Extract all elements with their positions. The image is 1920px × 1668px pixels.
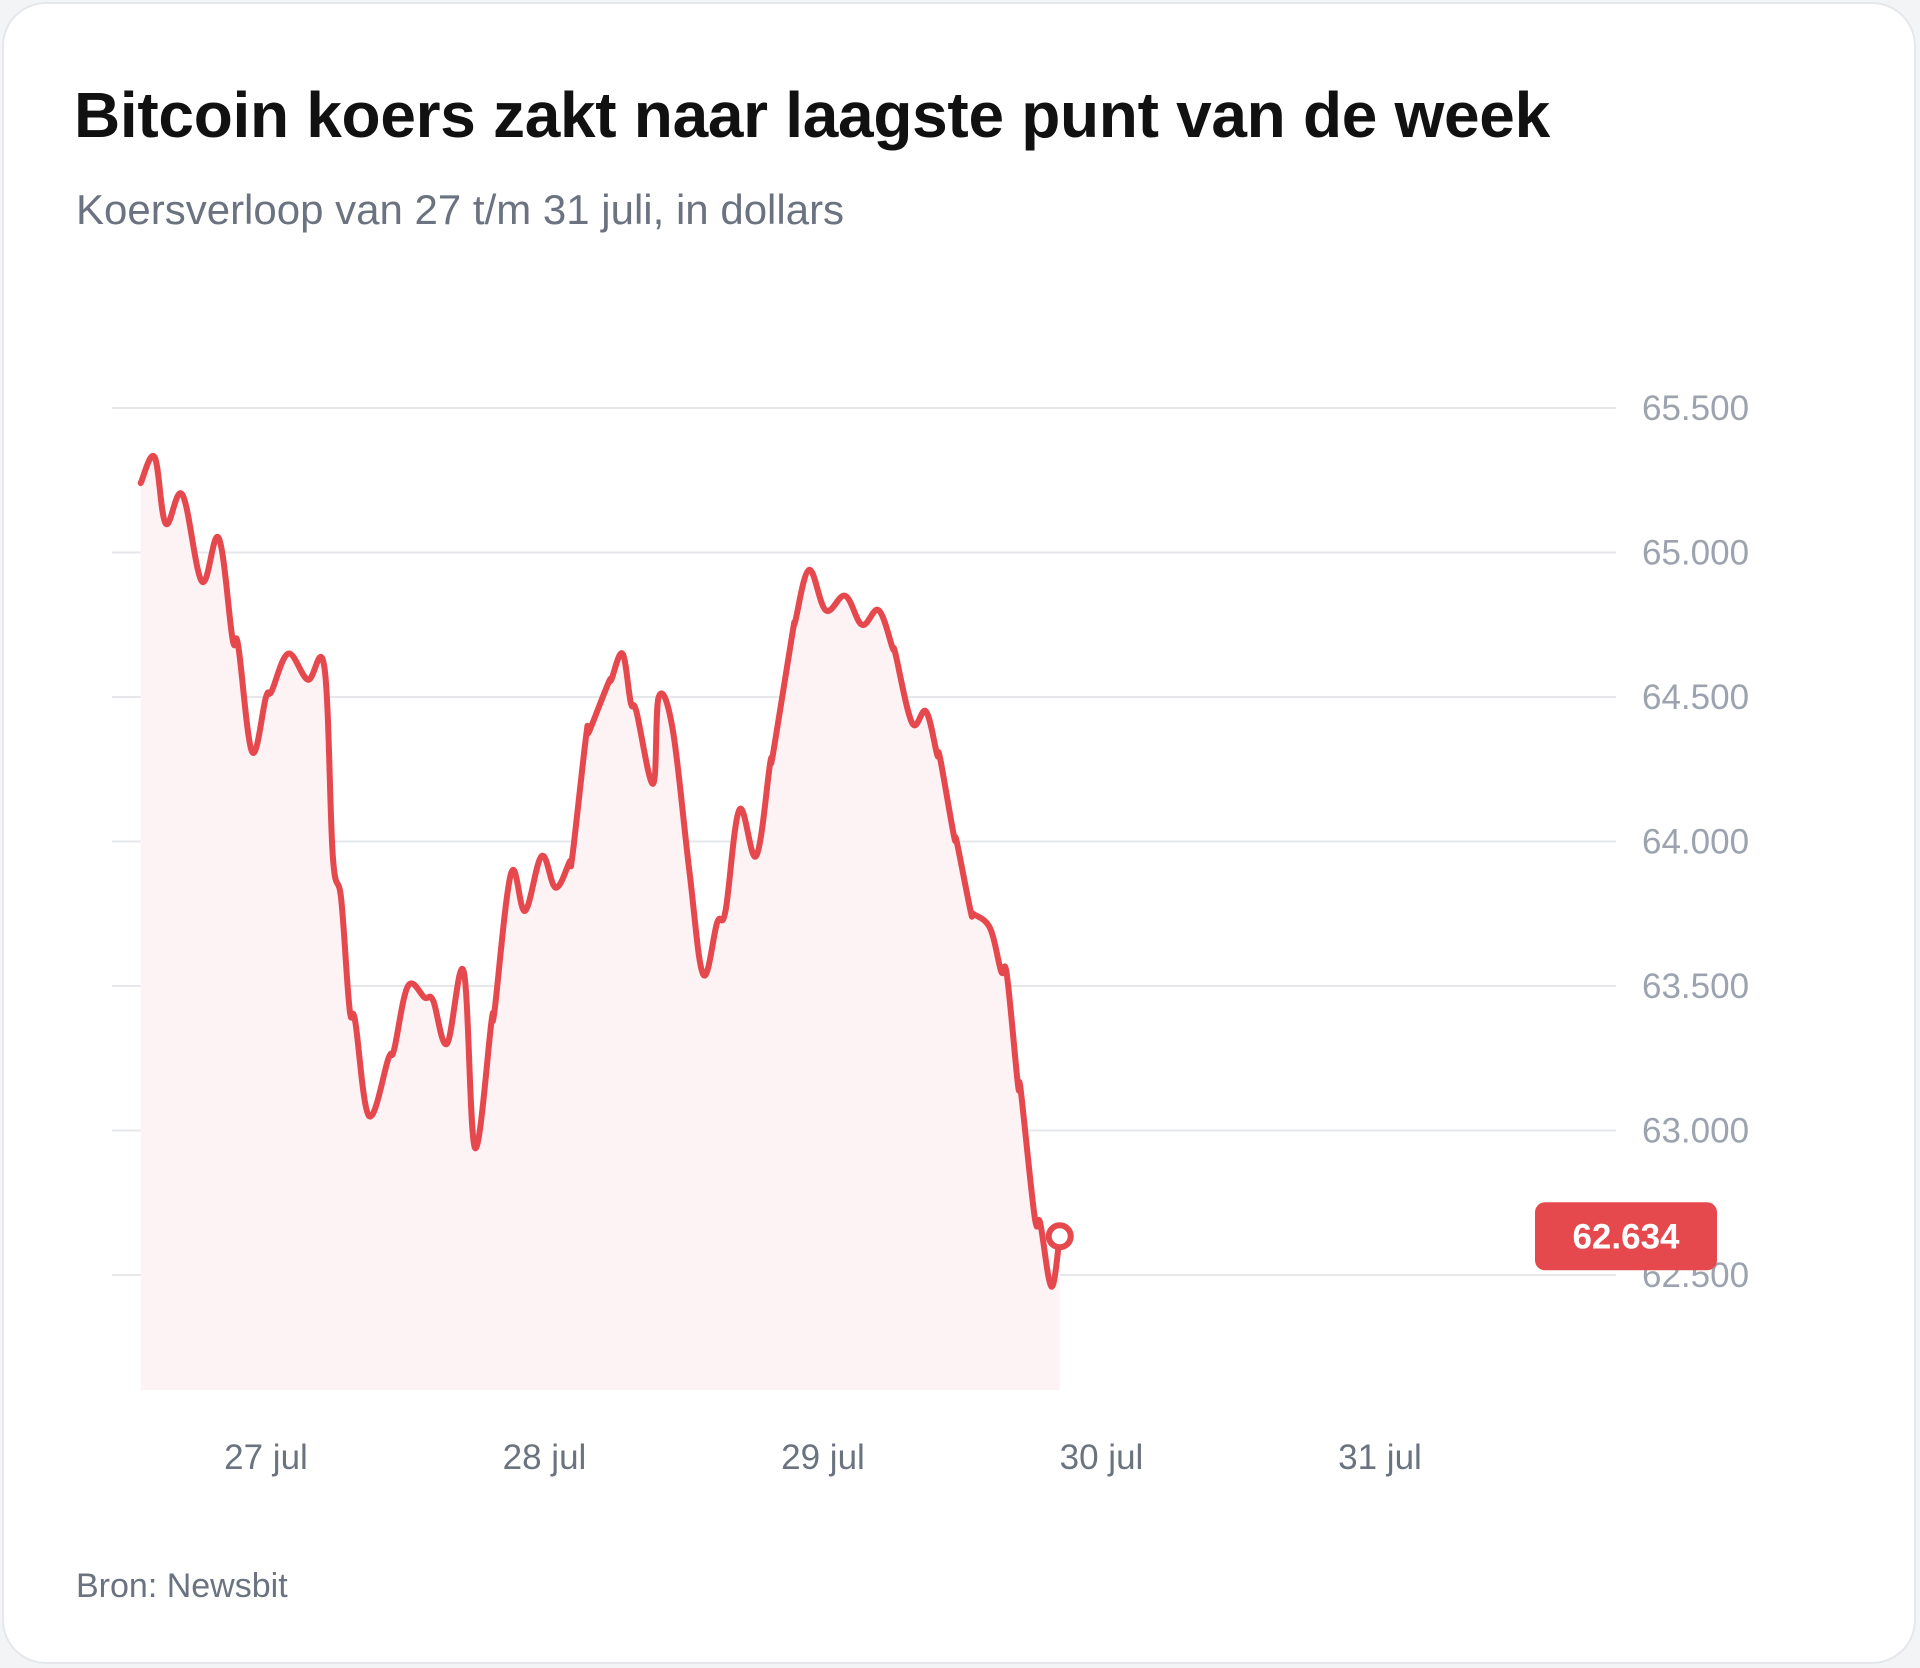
last-value-marker: 62.634: [1045, 1202, 1717, 1271]
y-tick-label: 65.500: [1642, 389, 1749, 428]
y-axis-ticks: 65.50065.00064.50064.00063.50063.00062.5…: [1642, 389, 1749, 1295]
y-tick-label: 63.500: [1642, 967, 1749, 1006]
last-point-dot: [1045, 1222, 1074, 1251]
y-tick-label: 65.000: [1642, 534, 1749, 573]
x-tick-label: 29 jul: [781, 1438, 865, 1477]
x-tick-label: 27 jul: [224, 1438, 308, 1477]
x-tick-label: 28 jul: [503, 1438, 587, 1477]
x-axis-ticks: 27 jul 28 jul 29 jul 30 jul 31 jul: [224, 1438, 1422, 1477]
x-tick-label: 31 jul: [1338, 1438, 1422, 1477]
last-value-badge: [1535, 1202, 1717, 1271]
source-note: Bron: Newsbit: [76, 1567, 288, 1605]
price-area-fill: [140, 455, 1060, 1390]
x-tick-label: 30 jul: [1060, 1438, 1144, 1477]
y-tick-label: 64.500: [1642, 678, 1749, 717]
y-tick-label: 64.000: [1642, 823, 1749, 862]
y-tick-label: 63.000: [1642, 1112, 1749, 1151]
last-value-label: 62.634: [1572, 1217, 1680, 1256]
chart-subtitle: Koersverloop van 27 t/m 31 juli, in doll…: [76, 186, 845, 233]
chart-title: Bitcoin koers zakt naar laagste punt van…: [74, 79, 1550, 151]
price-line: [137, 452, 1063, 1290]
